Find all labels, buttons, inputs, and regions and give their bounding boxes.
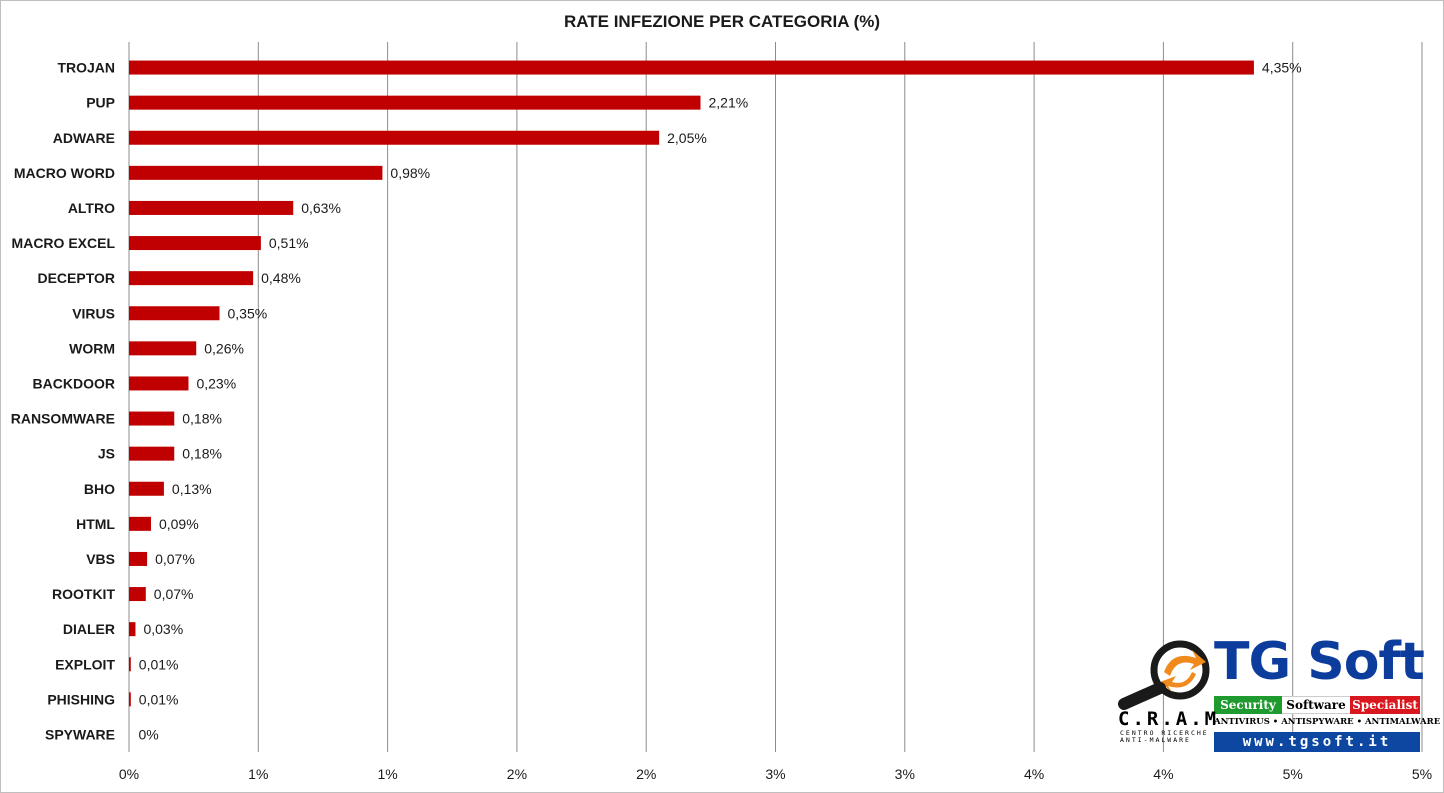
category-label: PUP: [86, 95, 115, 111]
bar: [129, 130, 660, 145]
x-tick-label: 2%: [507, 766, 527, 782]
cram-logo-subtitle: CENTRO RICERCHE ANTI-MALWARE: [1120, 729, 1209, 744]
category-label: VBS: [86, 551, 115, 567]
data-label: 0,03%: [143, 621, 183, 637]
data-label: 0,09%: [159, 516, 199, 532]
x-tick-label: 2%: [636, 766, 656, 782]
data-label: 4,35%: [1262, 60, 1302, 76]
data-label: 0,01%: [139, 656, 179, 672]
bar: [129, 95, 701, 110]
category-label: BACKDOOR: [33, 375, 115, 391]
x-tick-label: 4%: [1024, 766, 1044, 782]
data-label: 0,51%: [269, 235, 309, 251]
data-label: 0,26%: [204, 340, 244, 356]
data-label: 0,18%: [182, 446, 222, 462]
category-label: JS: [98, 446, 115, 462]
data-label: 0,98%: [390, 165, 430, 181]
data-label: 0,63%: [301, 200, 341, 216]
category-label: WORM: [69, 340, 115, 356]
category-label: ALTRO: [68, 200, 115, 216]
data-label: 0,07%: [155, 551, 195, 567]
x-tick-label: 1%: [248, 766, 268, 782]
x-tick-label: 1%: [377, 766, 397, 782]
category-label: SPYWARE: [45, 726, 115, 742]
bar: [129, 376, 189, 391]
tgsoft-logo: TG Soft Security Software Specialist ANT…: [1116, 632, 1441, 754]
bar: [129, 551, 148, 566]
strip-security: Security: [1214, 696, 1282, 714]
strip-software: Software: [1282, 696, 1350, 714]
data-label: 2,21%: [709, 95, 749, 111]
category-label: RANSOMWARE: [11, 411, 115, 427]
x-tick-label: 0%: [119, 766, 139, 782]
bar: [129, 446, 175, 461]
bar: [129, 200, 294, 215]
bar: [129, 657, 131, 672]
category-label: TROJAN: [57, 60, 115, 76]
bar: [129, 516, 151, 531]
x-tick-label: 3%: [895, 766, 915, 782]
brand-name: TG Soft: [1214, 632, 1425, 692]
bar: [129, 236, 261, 251]
bar: [129, 306, 220, 321]
category-label: ROOTKIT: [52, 586, 115, 602]
strip-specialist: Specialist: [1350, 696, 1420, 714]
data-label: 0,13%: [172, 481, 212, 497]
bar: [129, 341, 197, 356]
x-tick-label: 5%: [1412, 766, 1432, 782]
category-label: MACRO WORD: [14, 165, 115, 181]
bar: [129, 165, 383, 180]
bar: [129, 622, 136, 637]
category-label: BHO: [84, 481, 115, 497]
data-label: 0%: [139, 726, 159, 742]
chart-title: RATE INFEZIONE PER CATEGORIA (%): [563, 12, 881, 31]
bar: [129, 481, 164, 496]
data-label: 2,05%: [667, 130, 707, 146]
data-label: 0,48%: [261, 270, 301, 286]
category-label: DECEPTOR: [37, 270, 115, 286]
x-tick-label: 5%: [1283, 766, 1303, 782]
category-label: MACRO EXCEL: [12, 235, 116, 251]
category-label: ADWARE: [53, 130, 115, 146]
category-label: PHISHING: [47, 691, 115, 707]
x-tick-label: 4%: [1153, 766, 1173, 782]
data-label: 0,01%: [139, 691, 179, 707]
brand-strip: Security Software Specialist: [1214, 696, 1420, 714]
cram-logo-text: C.R.A.M: [1118, 708, 1220, 730]
data-label: 0,07%: [154, 586, 194, 602]
brand-tagline: ANTIVIRUS • ANTISPYWARE • ANTIMALWARE: [1214, 717, 1441, 727]
bar: [129, 411, 175, 426]
magnifier-logo-icon: [1118, 640, 1210, 710]
brand-url: www.tgsoft.it: [1214, 732, 1420, 752]
category-label: EXPLOIT: [55, 656, 115, 672]
bar: [129, 60, 1254, 75]
category-label: VIRUS: [72, 305, 115, 321]
data-label: 0,23%: [196, 375, 236, 391]
x-tick-label: 3%: [765, 766, 785, 782]
data-label: 0,18%: [182, 411, 222, 427]
bar: [129, 271, 254, 286]
data-label: 0,35%: [228, 305, 268, 321]
bar: [129, 692, 131, 707]
category-label: HTML: [76, 516, 115, 532]
category-label: DIALER: [63, 621, 115, 637]
bar: [129, 587, 146, 602]
